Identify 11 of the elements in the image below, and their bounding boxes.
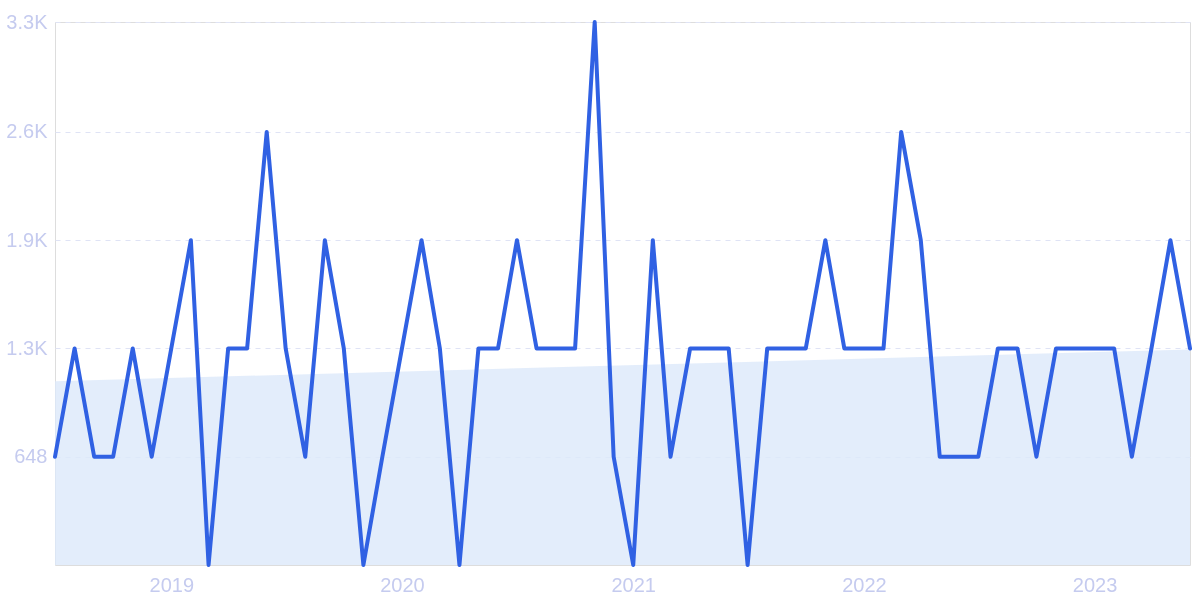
- y-tick-label: 2.6K: [6, 120, 49, 143]
- x-tick-label: 2023: [1072, 573, 1118, 596]
- x-tick-label: 2020: [380, 573, 425, 596]
- y-tick-label: 1.9K: [6, 228, 49, 251]
- y-tick-label: 1.3K: [6, 336, 49, 359]
- line-series: [53, 20, 1192, 567]
- x-tick-label: 2021: [611, 573, 656, 596]
- y-tick-label: 3.3K: [6, 10, 49, 33]
- x-tick-label: 2022: [842, 573, 887, 596]
- x-tick-label: 2019: [149, 573, 195, 596]
- y-tick-label: 648: [14, 445, 48, 468]
